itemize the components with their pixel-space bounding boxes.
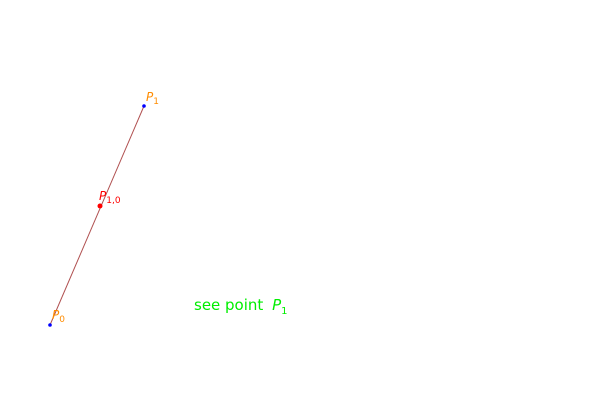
segment-p0-p1 bbox=[49, 105, 145, 326]
label-p1: P1 bbox=[146, 90, 159, 107]
caption: see point P1 bbox=[194, 296, 287, 317]
label-p0: P0 bbox=[52, 308, 65, 325]
point-p0 bbox=[48, 323, 52, 327]
point-p1-0 bbox=[97, 203, 103, 209]
point-p1 bbox=[142, 104, 146, 108]
label-p1-0: P1,0 bbox=[99, 189, 121, 206]
